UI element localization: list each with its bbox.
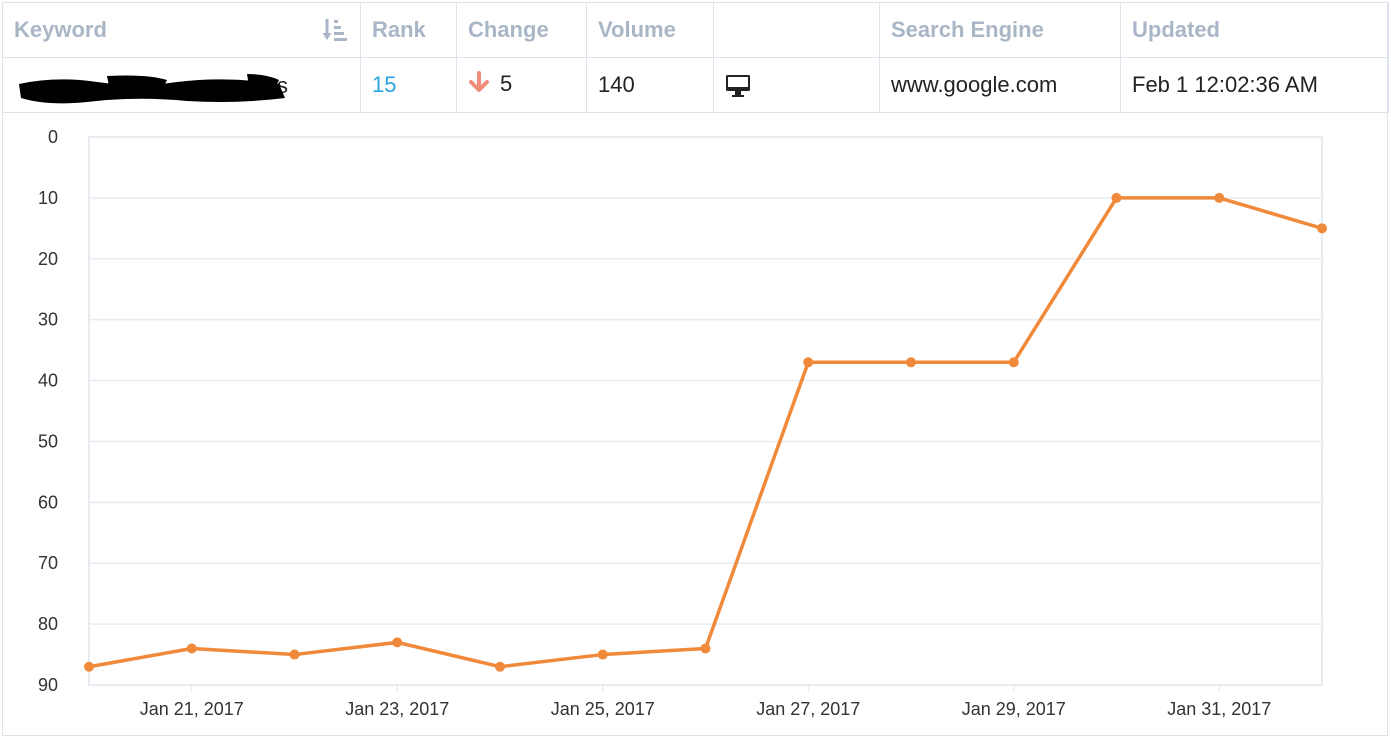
y-tick-label: 20 — [38, 249, 58, 269]
data-point[interactable] — [289, 649, 300, 660]
redaction-mark — [19, 74, 285, 104]
device-cell — [713, 57, 880, 113]
column-header-keyword-label: Keyword — [14, 17, 107, 42]
column-header-rank[interactable]: Rank — [360, 2, 457, 58]
change-value: 5 — [500, 70, 513, 96]
column-header-updated[interactable]: Updated — [1120, 2, 1389, 58]
data-point[interactable] — [597, 649, 608, 660]
data-point[interactable] — [1317, 223, 1327, 234]
rank-cell: 15 — [360, 57, 457, 113]
data-point[interactable] — [1214, 192, 1225, 203]
keyword-text: s — [277, 73, 288, 98]
table-row: s 15 5 140 — [2, 57, 1389, 113]
desktop-icon — [725, 72, 751, 98]
data-point[interactable] — [803, 357, 814, 368]
volume-cell: 140 — [586, 57, 714, 113]
column-header-device — [713, 2, 880, 58]
search-engine-cell: www.google.com — [879, 57, 1121, 113]
table-header-row: Keyword Rank Change Volume Search Engine… — [2, 2, 1389, 58]
column-header-keyword[interactable]: Keyword — [2, 2, 361, 58]
rank-link[interactable]: 15 — [372, 72, 397, 97]
data-point[interactable] — [392, 637, 403, 648]
data-point[interactable] — [84, 661, 94, 672]
x-tick-label: Jan 23, 2017 — [345, 699, 449, 719]
plot-frame — [88, 136, 1323, 686]
y-tick-label: 10 — [38, 188, 58, 208]
data-point[interactable] — [1111, 192, 1122, 203]
data-point[interactable] — [700, 643, 711, 654]
column-header-search-engine[interactable]: Search Engine — [879, 2, 1121, 58]
keyword-cell: s — [2, 57, 361, 113]
sort-descending-icon[interactable] — [322, 17, 348, 49]
updated-cell: Feb 1 12:02:36 AM — [1120, 57, 1389, 113]
change-cell: 5 — [456, 57, 587, 113]
x-tick-label: Jan 31, 2017 — [1167, 699, 1271, 719]
y-tick-label: 70 — [38, 553, 58, 573]
keyword-table: Keyword Rank Change Volume Search Engine… — [2, 2, 1389, 113]
y-tick-label: 90 — [38, 675, 58, 695]
x-tick-label: Jan 25, 2017 — [551, 699, 655, 719]
series-line — [88, 196, 1323, 669]
y-tick-label: 0 — [48, 127, 58, 147]
data-point[interactable] — [906, 357, 916, 368]
y-tick-label: 50 — [38, 431, 58, 451]
data-point[interactable] — [186, 643, 197, 654]
x-tick-label: Jan 21, 2017 — [140, 699, 244, 719]
arrow-down-icon — [468, 71, 490, 99]
rank-history-chart: 0 10 20 30 40 50 60 70 80 90 Jan 21, 2017 Jan 23, … — [38, 127, 1327, 719]
x-tick-label: Jan 27, 2017 — [756, 699, 860, 719]
column-header-change[interactable]: Change — [456, 2, 587, 58]
y-tick-label: 80 — [38, 614, 58, 634]
x-tick-label: Jan 29, 2017 — [962, 699, 1066, 719]
y-tick-label: 40 — [38, 371, 58, 391]
y-tick-label: 60 — [38, 492, 58, 512]
data-point[interactable] — [495, 661, 505, 672]
data-point[interactable] — [1008, 357, 1019, 368]
column-header-volume[interactable]: Volume — [586, 2, 714, 58]
y-tick-label: 30 — [38, 310, 58, 330]
